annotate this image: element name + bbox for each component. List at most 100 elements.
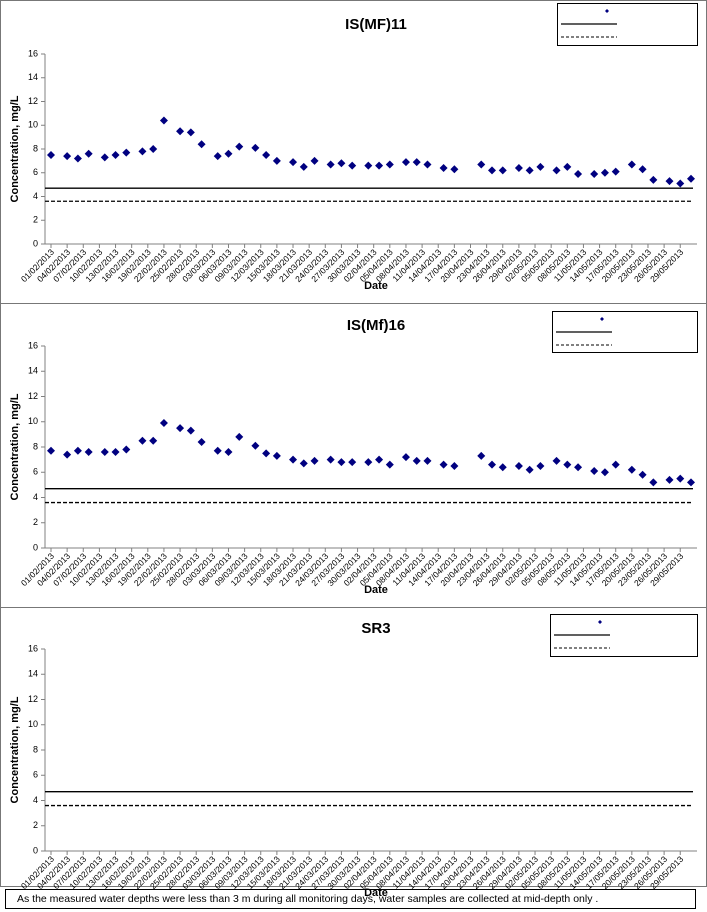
y-tick-label: 8 [33,441,38,451]
legend-marker [598,620,602,624]
data-point [337,159,346,168]
y-tick-label: 14 [28,366,38,376]
data-point [563,460,572,469]
data-point [272,156,281,165]
y-axis-label: Concentration, mg/L [9,393,21,500]
y-tick-label: 12 [28,391,38,401]
data-point [272,451,281,460]
y-tick-label: 10 [28,120,38,130]
data-point [552,456,561,465]
data-point [611,167,620,176]
data-point [488,460,497,469]
outer-frame [0,0,707,887]
data-point [665,177,674,186]
data-point [687,174,695,183]
data-point [326,160,335,169]
data-point [310,456,319,465]
data-point [111,448,120,457]
y-tick-label: 0 [33,845,38,855]
data-point [439,164,448,172]
data-point [611,460,620,469]
data-point [197,437,206,446]
y-tick-label: 16 [28,643,38,653]
data-point [649,175,658,184]
chart-title: SR3 [361,620,390,637]
data-point [262,449,271,458]
y-axis-label: Concentration, mg/L [9,95,21,202]
data-point [299,459,308,468]
data-point [477,160,486,169]
data-point [289,158,298,167]
y-tick-label: 8 [33,143,38,153]
data-point [364,458,373,467]
data-point [186,426,195,435]
chart-title: IS(Mf)16 [347,317,405,334]
data-point [122,445,131,454]
y-tick-label: 10 [28,416,38,426]
data-point [348,161,357,170]
data-point [197,140,206,149]
legend-marker [600,317,604,321]
data-point [477,451,486,460]
legend-box [557,3,698,46]
data-point [299,162,308,171]
data-point [186,128,195,137]
note-box [5,889,696,909]
y-tick-label: 8 [33,744,38,754]
data-point [638,470,647,479]
x-axis-label: Date [364,887,388,899]
data-point [375,455,384,464]
data-point [638,165,647,174]
data-point [149,145,158,153]
data-point [176,424,185,433]
data-point [627,160,636,169]
data-point [213,152,222,161]
data-point [251,143,260,152]
data-point [498,463,507,472]
data-point [514,461,523,470]
data-point [138,147,147,156]
data-point [525,166,534,175]
data-point [149,436,158,445]
data-point [122,148,131,157]
data-point [676,179,685,188]
data-point [289,455,298,464]
y-tick-label: 12 [28,694,38,704]
data-point [514,164,523,172]
data-point [536,162,545,171]
data-point [159,116,168,125]
data-point [385,160,394,169]
data-point [326,455,335,464]
data-point [213,446,222,455]
data-point [574,463,583,472]
data-point [47,446,55,455]
data-point [385,460,394,469]
y-tick-label: 4 [33,492,38,502]
data-point [100,153,109,162]
data-point [262,150,271,159]
data-point [364,161,373,170]
data-point [310,156,319,165]
y-tick-label: 2 [33,215,38,225]
y-tick-label: 0 [33,238,38,248]
data-point [600,468,609,477]
data-point [401,453,410,462]
data-point [665,475,674,484]
data-point [138,436,147,445]
data-point [552,166,561,175]
data-point [649,478,658,487]
y-tick-label: 14 [28,669,38,679]
data-point [63,152,72,161]
y-tick-label: 0 [33,542,38,552]
data-point [536,461,545,470]
legend-marker [605,9,609,13]
data-point [450,461,459,470]
y-tick-label: 2 [33,517,38,527]
data-point [412,158,421,167]
data-point [73,154,82,163]
data-point [412,456,421,465]
data-point [590,169,599,178]
data-point [348,458,357,467]
y-tick-label: 16 [28,48,38,58]
